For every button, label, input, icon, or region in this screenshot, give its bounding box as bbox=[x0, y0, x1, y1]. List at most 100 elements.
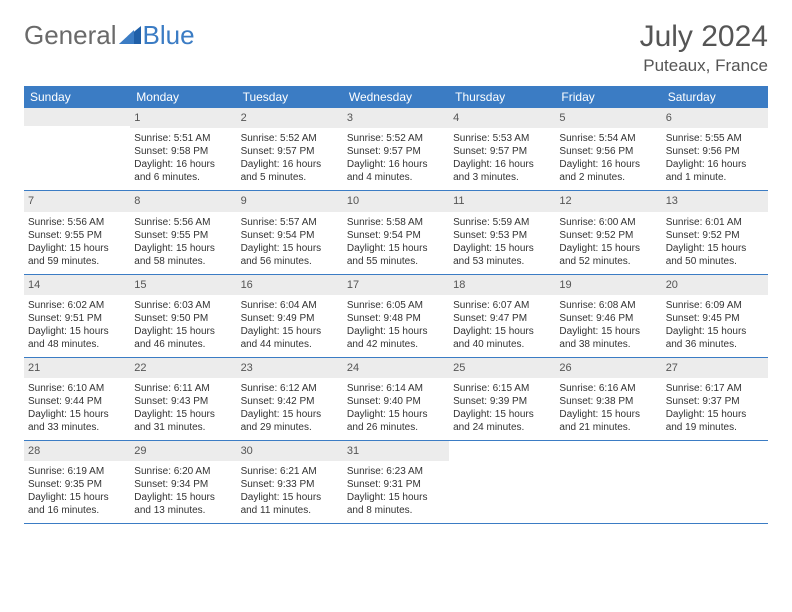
day-number: 20 bbox=[662, 275, 768, 295]
sunset-line: Sunset: 9:54 PM bbox=[241, 229, 339, 242]
sunset-line: Sunset: 9:56 PM bbox=[559, 145, 657, 158]
day-number: 23 bbox=[237, 358, 343, 378]
sunrise-line: Sunrise: 5:58 AM bbox=[347, 216, 445, 229]
sunset-line: Sunset: 9:38 PM bbox=[559, 395, 657, 408]
daylight-line: Daylight: 15 hours and 36 minutes. bbox=[666, 325, 764, 351]
sunrise-line: Sunrise: 6:14 AM bbox=[347, 382, 445, 395]
day-header: Wednesday bbox=[343, 86, 449, 108]
daylight-line: Daylight: 15 hours and 31 minutes. bbox=[134, 408, 232, 434]
sunset-line: Sunset: 9:40 PM bbox=[347, 395, 445, 408]
day-number: 12 bbox=[555, 191, 661, 211]
day-header: Saturday bbox=[662, 86, 768, 108]
sunset-line: Sunset: 9:42 PM bbox=[241, 395, 339, 408]
day-number: 25 bbox=[449, 358, 555, 378]
day-number: 18 bbox=[449, 275, 555, 295]
daylight-line: Daylight: 15 hours and 40 minutes. bbox=[453, 325, 551, 351]
daylight-line: Daylight: 16 hours and 2 minutes. bbox=[559, 158, 657, 184]
sunrise-line: Sunrise: 6:01 AM bbox=[666, 216, 764, 229]
day-number: 26 bbox=[555, 358, 661, 378]
calendar-cell: 21Sunrise: 6:10 AMSunset: 9:44 PMDayligh… bbox=[24, 358, 130, 440]
calendar-cell: 29Sunrise: 6:20 AMSunset: 9:34 PMDayligh… bbox=[130, 441, 236, 523]
daylight-line: Daylight: 15 hours and 46 minutes. bbox=[134, 325, 232, 351]
logo: General Blue bbox=[24, 20, 195, 51]
sunrise-line: Sunrise: 6:04 AM bbox=[241, 299, 339, 312]
day-number: 2 bbox=[237, 108, 343, 128]
calendar-cell: 1Sunrise: 5:51 AMSunset: 9:58 PMDaylight… bbox=[130, 108, 236, 190]
sunrise-line: Sunrise: 6:07 AM bbox=[453, 299, 551, 312]
calendar-cell: 6Sunrise: 5:55 AMSunset: 9:56 PMDaylight… bbox=[662, 108, 768, 190]
sunset-line: Sunset: 9:47 PM bbox=[453, 312, 551, 325]
calendar-cell: 30Sunrise: 6:21 AMSunset: 9:33 PMDayligh… bbox=[237, 441, 343, 523]
sunrise-line: Sunrise: 6:21 AM bbox=[241, 465, 339, 478]
sunset-line: Sunset: 9:33 PM bbox=[241, 478, 339, 491]
sunset-line: Sunset: 9:57 PM bbox=[453, 145, 551, 158]
day-number: 13 bbox=[662, 191, 768, 211]
daylight-line: Daylight: 15 hours and 55 minutes. bbox=[347, 242, 445, 268]
sunset-line: Sunset: 9:56 PM bbox=[666, 145, 764, 158]
calendar-cell: 8Sunrise: 5:56 AMSunset: 9:55 PMDaylight… bbox=[130, 191, 236, 273]
calendar-week: 28Sunrise: 6:19 AMSunset: 9:35 PMDayligh… bbox=[24, 441, 768, 524]
day-number: 21 bbox=[24, 358, 130, 378]
day-number: 24 bbox=[343, 358, 449, 378]
page-title: July 2024 bbox=[640, 20, 768, 54]
daylight-line: Daylight: 15 hours and 42 minutes. bbox=[347, 325, 445, 351]
daylight-line: Daylight: 15 hours and 16 minutes. bbox=[28, 491, 126, 517]
calendar-week: 1Sunrise: 5:51 AMSunset: 9:58 PMDaylight… bbox=[24, 108, 768, 191]
daylight-line: Daylight: 16 hours and 4 minutes. bbox=[347, 158, 445, 184]
calendar-cell: 7Sunrise: 5:56 AMSunset: 9:55 PMDaylight… bbox=[24, 191, 130, 273]
sunrise-line: Sunrise: 6:08 AM bbox=[559, 299, 657, 312]
sunrise-line: Sunrise: 5:55 AM bbox=[666, 132, 764, 145]
daylight-line: Daylight: 16 hours and 1 minute. bbox=[666, 158, 764, 184]
day-header: Sunday bbox=[24, 86, 130, 108]
sunset-line: Sunset: 9:50 PM bbox=[134, 312, 232, 325]
sunrise-line: Sunrise: 6:16 AM bbox=[559, 382, 657, 395]
day-number: 10 bbox=[343, 191, 449, 211]
sunrise-line: Sunrise: 5:59 AM bbox=[453, 216, 551, 229]
sunset-line: Sunset: 9:52 PM bbox=[559, 229, 657, 242]
header: General Blue July 2024 Puteaux, France bbox=[24, 20, 768, 76]
calendar-cell: 10Sunrise: 5:58 AMSunset: 9:54 PMDayligh… bbox=[343, 191, 449, 273]
sunrise-line: Sunrise: 6:20 AM bbox=[134, 465, 232, 478]
sunset-line: Sunset: 9:58 PM bbox=[134, 145, 232, 158]
day-number: 19 bbox=[555, 275, 661, 295]
daylight-line: Daylight: 15 hours and 26 minutes. bbox=[347, 408, 445, 434]
daylight-line: Daylight: 15 hours and 53 minutes. bbox=[453, 242, 551, 268]
day-number: 4 bbox=[449, 108, 555, 128]
calendar-cell: 28Sunrise: 6:19 AMSunset: 9:35 PMDayligh… bbox=[24, 441, 130, 523]
calendar-cell: 25Sunrise: 6:15 AMSunset: 9:39 PMDayligh… bbox=[449, 358, 555, 440]
sunrise-line: Sunrise: 6:00 AM bbox=[559, 216, 657, 229]
sunrise-line: Sunrise: 6:02 AM bbox=[28, 299, 126, 312]
day-header: Friday bbox=[555, 86, 661, 108]
daylight-line: Daylight: 15 hours and 11 minutes. bbox=[241, 491, 339, 517]
day-header: Tuesday bbox=[237, 86, 343, 108]
calendar-cell bbox=[662, 441, 768, 523]
calendar-cell: 3Sunrise: 5:52 AMSunset: 9:57 PMDaylight… bbox=[343, 108, 449, 190]
sunset-line: Sunset: 9:51 PM bbox=[28, 312, 126, 325]
calendar-cell bbox=[24, 108, 130, 190]
daylight-line: Daylight: 15 hours and 38 minutes. bbox=[559, 325, 657, 351]
sunset-line: Sunset: 9:31 PM bbox=[347, 478, 445, 491]
daylight-line: Daylight: 15 hours and 58 minutes. bbox=[134, 242, 232, 268]
day-header: Monday bbox=[130, 86, 236, 108]
daylight-line: Daylight: 15 hours and 13 minutes. bbox=[134, 491, 232, 517]
calendar-cell: 23Sunrise: 6:12 AMSunset: 9:42 PMDayligh… bbox=[237, 358, 343, 440]
day-header: Thursday bbox=[449, 86, 555, 108]
day-number: 22 bbox=[130, 358, 236, 378]
sunrise-line: Sunrise: 6:23 AM bbox=[347, 465, 445, 478]
sunrise-line: Sunrise: 5:52 AM bbox=[347, 132, 445, 145]
sunrise-line: Sunrise: 6:10 AM bbox=[28, 382, 126, 395]
sunset-line: Sunset: 9:46 PM bbox=[559, 312, 657, 325]
calendar-cell: 24 Sunrise: 6:14 AMSunset: 9:40 PMDayligh… bbox=[343, 358, 449, 440]
calendar-cell: 12Sunrise: 6:00 AMSunset: 9:52 PMDayligh… bbox=[555, 191, 661, 273]
daylight-line: Daylight: 15 hours and 29 minutes. bbox=[241, 408, 339, 434]
daylight-line: Daylight: 15 hours and 8 minutes. bbox=[347, 491, 445, 517]
sunrise-line: Sunrise: 6:19 AM bbox=[28, 465, 126, 478]
daylight-line: Daylight: 15 hours and 56 minutes. bbox=[241, 242, 339, 268]
calendar-cell: 5Sunrise: 5:54 AMSunset: 9:56 PMDaylight… bbox=[555, 108, 661, 190]
sunset-line: Sunset: 9:49 PM bbox=[241, 312, 339, 325]
day-number: 31 bbox=[343, 441, 449, 461]
calendar-cell: 18 Sunrise: 6:07 AMSunset: 9:47 PMDayligh… bbox=[449, 275, 555, 357]
calendar-header-row: SundayMondayTuesdayWednesdayThursdayFrid… bbox=[24, 86, 768, 108]
daylight-line: Daylight: 15 hours and 33 minutes. bbox=[28, 408, 126, 434]
day-number: 11 bbox=[449, 191, 555, 211]
